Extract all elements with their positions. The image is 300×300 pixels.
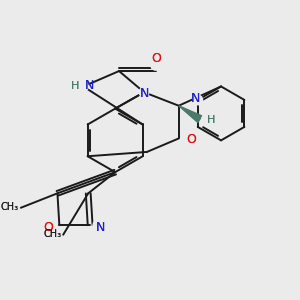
Text: N: N bbox=[191, 92, 200, 106]
Text: CH₃: CH₃ bbox=[1, 202, 19, 212]
Text: N: N bbox=[84, 79, 94, 92]
Circle shape bbox=[184, 134, 193, 143]
Text: O: O bbox=[186, 133, 196, 146]
Text: H: H bbox=[207, 115, 215, 125]
Circle shape bbox=[93, 220, 103, 230]
Text: O: O bbox=[44, 220, 54, 233]
Text: N: N bbox=[84, 79, 94, 92]
Circle shape bbox=[202, 114, 211, 124]
Circle shape bbox=[79, 82, 88, 91]
Text: CH₃: CH₃ bbox=[43, 229, 61, 239]
Text: CH₃: CH₃ bbox=[1, 202, 19, 212]
Text: H: H bbox=[207, 115, 215, 125]
Text: O: O bbox=[152, 52, 161, 65]
Circle shape bbox=[47, 220, 56, 230]
Text: CH₃: CH₃ bbox=[43, 229, 61, 239]
Text: H: H bbox=[71, 80, 80, 91]
Text: O: O bbox=[44, 220, 54, 233]
Text: N: N bbox=[140, 87, 149, 100]
Circle shape bbox=[139, 87, 149, 97]
Text: N: N bbox=[191, 92, 200, 106]
Text: N: N bbox=[96, 220, 105, 233]
Polygon shape bbox=[179, 106, 202, 122]
Circle shape bbox=[151, 61, 160, 70]
Text: H: H bbox=[71, 80, 80, 91]
Circle shape bbox=[193, 95, 202, 105]
Text: N: N bbox=[96, 220, 105, 233]
Text: N: N bbox=[140, 87, 149, 100]
Text: O: O bbox=[186, 133, 196, 146]
Text: O: O bbox=[152, 52, 161, 65]
